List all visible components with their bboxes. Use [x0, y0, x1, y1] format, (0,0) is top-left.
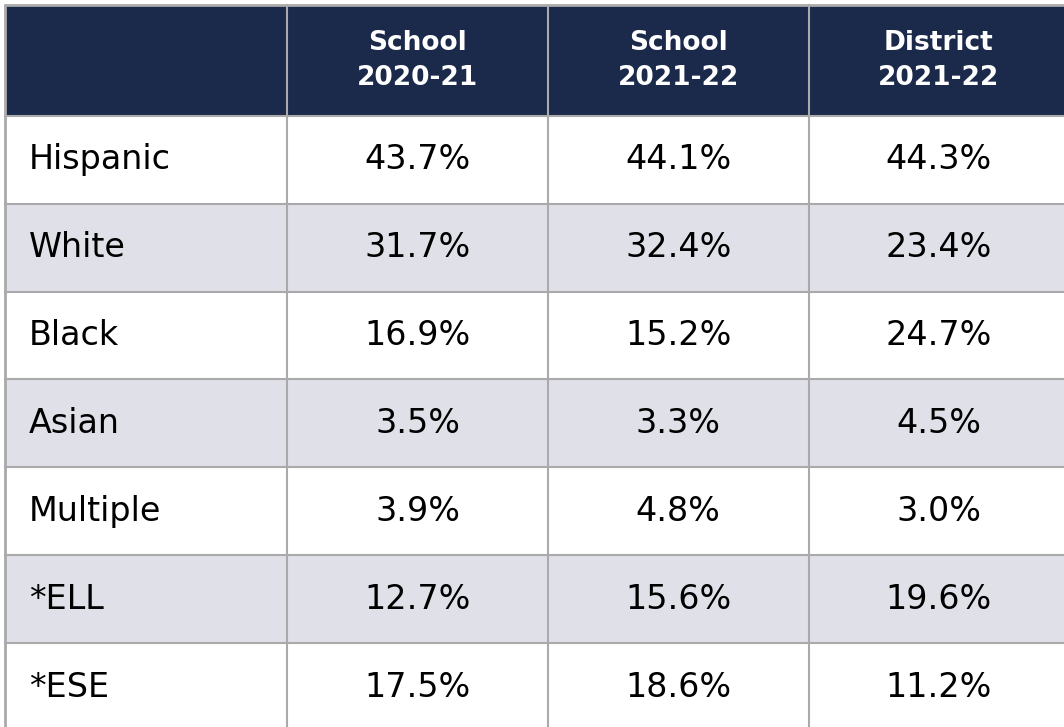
Text: 16.9%: 16.9% — [365, 319, 470, 352]
Text: 19.6%: 19.6% — [886, 583, 992, 616]
Text: 18.6%: 18.6% — [626, 671, 731, 704]
Bar — [809, 116, 1064, 204]
Text: 43.7%: 43.7% — [365, 143, 470, 176]
Text: Hispanic: Hispanic — [29, 143, 170, 176]
Text: District: District — [884, 30, 994, 56]
Text: Black: Black — [29, 319, 119, 352]
Text: 3.9%: 3.9% — [376, 495, 460, 528]
Bar — [548, 5, 809, 116]
Bar — [287, 643, 548, 727]
Bar — [548, 292, 809, 379]
Text: 11.2%: 11.2% — [886, 671, 992, 704]
Bar — [809, 204, 1064, 292]
Bar — [287, 292, 548, 379]
Text: 32.4%: 32.4% — [626, 231, 731, 264]
Text: School: School — [629, 30, 728, 56]
Bar — [809, 555, 1064, 643]
Bar — [287, 379, 548, 467]
Bar — [5, 5, 287, 116]
Bar — [5, 116, 287, 204]
Bar — [287, 116, 548, 204]
Text: 4.8%: 4.8% — [636, 495, 720, 528]
Text: *ESE: *ESE — [29, 671, 109, 704]
Bar — [548, 555, 809, 643]
Text: 17.5%: 17.5% — [365, 671, 470, 704]
Bar — [5, 204, 287, 292]
Bar — [287, 467, 548, 555]
Text: School: School — [368, 30, 467, 56]
Text: 4.5%: 4.5% — [897, 407, 981, 440]
Bar — [809, 467, 1064, 555]
Bar — [5, 292, 287, 379]
Text: 44.1%: 44.1% — [626, 143, 731, 176]
Text: 3.5%: 3.5% — [376, 407, 460, 440]
Text: Asian: Asian — [29, 407, 120, 440]
Bar — [5, 643, 287, 727]
Text: 15.2%: 15.2% — [626, 319, 731, 352]
Bar — [809, 643, 1064, 727]
Text: 15.6%: 15.6% — [626, 583, 731, 616]
Text: 2021-22: 2021-22 — [879, 65, 999, 91]
Bar — [287, 555, 548, 643]
Text: 3.0%: 3.0% — [897, 495, 981, 528]
Bar — [548, 116, 809, 204]
Bar — [548, 379, 809, 467]
Text: 2020-21: 2020-21 — [358, 65, 478, 91]
Bar — [5, 379, 287, 467]
Text: 3.3%: 3.3% — [636, 407, 720, 440]
Bar — [809, 5, 1064, 116]
Bar — [5, 467, 287, 555]
Text: 2021-22: 2021-22 — [618, 65, 738, 91]
Bar — [5, 555, 287, 643]
Bar — [548, 204, 809, 292]
Text: 23.4%: 23.4% — [886, 231, 992, 264]
Text: White: White — [29, 231, 126, 264]
Bar — [548, 643, 809, 727]
Bar — [809, 292, 1064, 379]
Text: 44.3%: 44.3% — [886, 143, 992, 176]
Bar — [809, 379, 1064, 467]
Bar — [548, 467, 809, 555]
Bar — [287, 204, 548, 292]
Text: 12.7%: 12.7% — [365, 583, 470, 616]
Text: 31.7%: 31.7% — [365, 231, 470, 264]
Text: 24.7%: 24.7% — [886, 319, 992, 352]
Text: *ELL: *ELL — [29, 583, 103, 616]
Text: Multiple: Multiple — [29, 495, 161, 528]
Bar — [287, 5, 548, 116]
